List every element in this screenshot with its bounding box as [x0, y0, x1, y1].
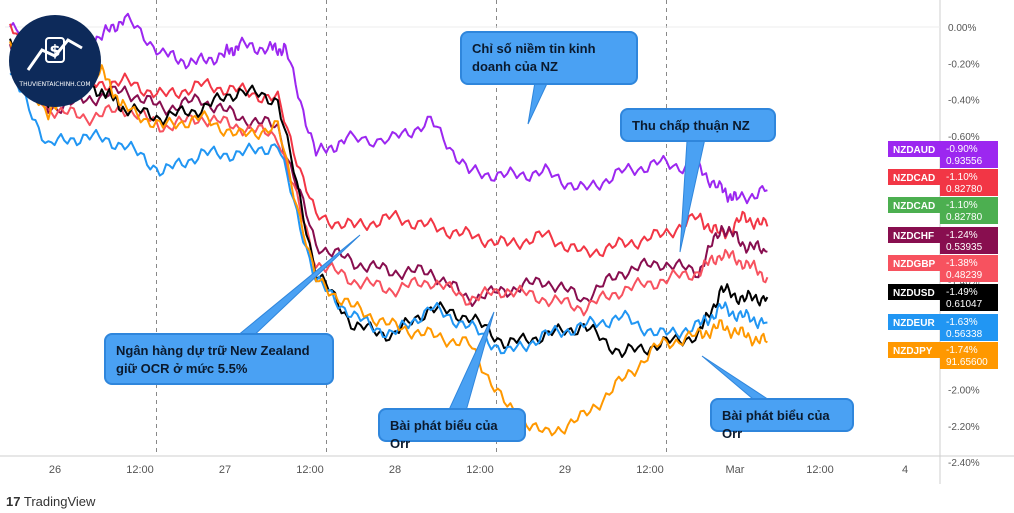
- price-label-price: 0.82780: [946, 212, 983, 223]
- x-tick-label: 28: [389, 464, 401, 476]
- price-label-nzdcad: NZDCAD -1.10%0.82780: [888, 169, 998, 196]
- price-label-name-bg: [888, 141, 940, 157]
- price-label-price: 0.82780: [946, 184, 983, 195]
- price-label-price: 0.56338: [946, 329, 983, 340]
- y-tick-label: -2.00%: [948, 386, 980, 397]
- x-tick-label: 12:00: [806, 464, 834, 476]
- x-tick-label: 26: [49, 464, 61, 476]
- price-label-name: NZDAUD: [893, 145, 935, 156]
- price-label-pct: -1.38%: [946, 258, 978, 269]
- price-label-name-bg: [888, 197, 940, 213]
- x-tick-label: 12:00: [126, 464, 154, 476]
- y-tick-label: -0.40%: [948, 96, 980, 107]
- price-label-name: NZDCHF: [893, 231, 934, 242]
- x-tick-label: 12:00: [296, 464, 324, 476]
- y-tick-label: -2.40%: [948, 458, 980, 469]
- x-tick-label: 12:00: [466, 464, 494, 476]
- y-tick-label: -0.60%: [948, 132, 980, 143]
- price-label-name: NZDEUR: [893, 318, 935, 329]
- price-label-name-bg: [888, 227, 940, 243]
- y-tick-label: 0.00%: [948, 23, 976, 34]
- price-label-name-bg: [888, 342, 940, 358]
- price-label-value-bg: [940, 227, 998, 254]
- series-line-nzdchf: [9, 43, 768, 307]
- price-label-price: 0.93556: [946, 156, 983, 167]
- x-tick-label: 4: [902, 464, 908, 476]
- price-label-nzdeur: NZDEUR -1.63%0.56338: [888, 314, 998, 341]
- tradingview-brand: 17 TradingView: [6, 494, 95, 509]
- price-label-value-bg: [940, 169, 998, 196]
- y-tick-label: -1.40%: [948, 277, 980, 288]
- price-label-name: NZDCAD: [893, 173, 935, 184]
- series-layer: [9, 12, 769, 437]
- price-label-nzdaud: NZDAUD -0.90%0.93556: [888, 141, 998, 168]
- price-label-nzdcad: NZDCAD -1.10%0.82780: [888, 197, 998, 224]
- x-axis: 26 12:00 27 12:00 28 12:00 29 12:00 Mar 12:00 4: [49, 464, 908, 476]
- logo-symbol: $: [49, 41, 60, 60]
- price-label-pct: -1.49%: [946, 287, 978, 298]
- price-label-pct: -1.63%: [946, 317, 978, 328]
- price-label-name: NZDJPY: [893, 346, 933, 357]
- tradingview-logo-icon: 17: [6, 494, 21, 509]
- y-tick-label: -0.20%: [948, 59, 980, 70]
- y-tick-label: -2.20%: [948, 422, 980, 433]
- annotation-callout: Bài phát biểu của Orr: [710, 398, 854, 441]
- price-label-nzdjpy: NZDJPY -1.74%91.65600: [888, 342, 998, 369]
- price-label-pct: -1.10%: [946, 200, 978, 211]
- price-label-value-bg: [940, 141, 998, 168]
- price-label-value-bg: [940, 342, 998, 369]
- price-label-pct: -1.24%: [946, 230, 978, 241]
- series-line-nzdgbp: [9, 65, 769, 317]
- x-tick-label: Mar: [726, 464, 745, 476]
- logo-text: THUVIENTAICHINH.COM: [18, 81, 90, 88]
- series-line-nzdjpy: [9, 41, 768, 437]
- site-logo: $ THUVIENTAICHINH.COM: [8, 14, 102, 108]
- price-label-value-bg: [940, 284, 998, 311]
- price-label-price: 0.61047: [946, 299, 983, 310]
- x-tick-label: 27: [219, 464, 231, 476]
- price-label-name-bg: [888, 284, 940, 300]
- logo-badge-icon: $ THUVIENTAICHINH.COM: [9, 15, 101, 107]
- price-label-price: 0.48239: [946, 270, 983, 281]
- price-label-name-bg: [888, 169, 940, 185]
- price-label-name: NZDGBP: [893, 259, 936, 270]
- series-line-nzdcad: [9, 23, 769, 258]
- price-label-name: NZDUSD: [893, 288, 935, 299]
- price-label-value-bg: [940, 255, 998, 282]
- price-label-pct: -0.90%: [946, 144, 978, 155]
- price-label-price: 91.65600: [946, 357, 988, 368]
- price-label-value-bg: [940, 197, 998, 224]
- price-label-name-bg: [888, 314, 940, 330]
- price-label-nzdgbp: NZDGBP -1.38%0.48239: [888, 255, 998, 282]
- x-tick-label: 29: [559, 464, 571, 476]
- price-label-value-bg: [940, 314, 998, 341]
- annotation-callout: Thu chấp thuận NZ: [620, 108, 776, 142]
- price-label-name: NZDCAD: [893, 201, 935, 212]
- price-label-pct: -1.74%: [946, 345, 978, 356]
- annotation-callout: Chỉ số niềm tin kinh doanh của NZ: [460, 31, 638, 85]
- series-line-nzdeur: [9, 72, 768, 355]
- price-label-price: 0.53935: [946, 242, 983, 253]
- tradingview-label: TradingView: [23, 494, 96, 509]
- price-label-name-bg: [888, 255, 940, 271]
- price-label-nzdusd: NZDUSD -1.49%0.61047: [888, 284, 998, 311]
- x-tick-label: 12:00: [636, 464, 664, 476]
- annotation-callout: Ngân hàng dự trữ New Zealand giữ OCR ở m…: [104, 333, 334, 385]
- series-line-nzdaud: [9, 12, 768, 205]
- price-label-nzdchf: NZDCHF -1.24%0.53935: [888, 227, 998, 254]
- callout-pointer: [679, 124, 709, 253]
- price-label-pct: -1.10%: [946, 172, 978, 183]
- annotation-callout: Bài phát biểu của Orr: [378, 408, 526, 451]
